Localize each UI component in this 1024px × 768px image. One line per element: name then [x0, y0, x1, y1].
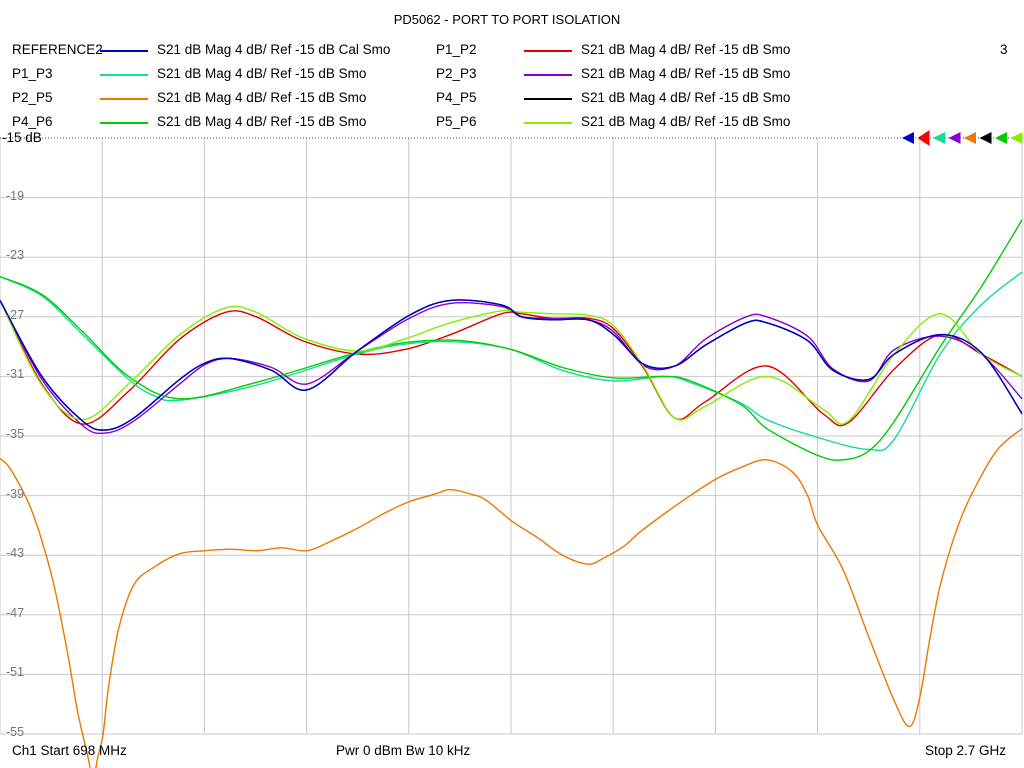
trace-reference2	[0, 299, 1023, 431]
y-tick-label: -35	[6, 427, 25, 441]
y-tick-label: -43	[6, 546, 25, 561]
legend-trace-format: S21 dB Mag 4 dB/ Ref -15 dB Smo	[157, 66, 367, 81]
reference-marker-icon	[917, 130, 930, 146]
legend-trace-format: S21 dB Mag 4 dB/ Ref -15 dB Cal Smo	[157, 42, 391, 57]
legend-entry: REFERENCE2 S21 dB Mag 4 dB/ Ref -15 dB Ca…	[12, 42, 412, 60]
y-tick-label: -39	[6, 486, 25, 501]
legend-trace-name: P1_P2	[436, 42, 477, 57]
ref-markers	[902, 130, 1023, 146]
trace-p5_p6	[0, 300, 1023, 425]
legend-entry: P1_P2 S21 dB Mag 4 dB/ Ref -15 dB Smo	[436, 42, 836, 60]
legend-trace-name: P2_P3	[436, 66, 477, 81]
legend-trace-format: S21 dB Mag 4 dB/ Ref -15 dB Smo	[581, 114, 791, 129]
legend-entry: P4_P6 S21 dB Mag 4 dB/ Ref -15 dB Smo	[12, 114, 412, 132]
legend-entry: P2_P5 S21 dB Mag 4 dB/ Ref -15 dB Smo	[12, 90, 412, 108]
legend-trace-name: REFERENCE2	[12, 42, 103, 57]
trace-p4_p6	[0, 219, 1023, 461]
y-tick-label: -47	[6, 605, 25, 620]
trace-p1_p3	[0, 271, 1023, 452]
y-tick-label: -31	[6, 367, 25, 382]
trace-p2_p5	[0, 428, 1023, 768]
legend-entry: P2_P3 S21 dB Mag 4 dB/ Ref -15 dB Smo	[436, 66, 836, 84]
grid	[0, 137, 1023, 735]
reference-marker-icon	[902, 132, 914, 144]
traces	[0, 219, 1023, 768]
legend-line-swatch	[100, 50, 148, 52]
reference-marker-icon	[1010, 132, 1023, 144]
reference-marker-icon	[933, 132, 945, 144]
legend-trace-name: P4_P6	[12, 114, 53, 129]
legend-trace-name: P4_P5	[436, 90, 477, 105]
legend-line-swatch	[524, 98, 572, 100]
legend-line-swatch	[524, 74, 572, 76]
trace-p1_p2	[0, 300, 1023, 427]
legend-trace-format: S21 dB Mag 4 dB/ Ref -15 dB Smo	[581, 66, 791, 81]
legend-trace-format: S21 dB Mag 4 dB/ Ref -15 dB Smo	[157, 114, 367, 129]
y-tick-label: -19	[6, 188, 25, 203]
footer-power-bandwidth: Pwr 0 dBm Bw 10 kHz	[336, 743, 471, 758]
legend-trace-name: P5_P6	[436, 114, 477, 129]
y-tick-label: -51	[6, 665, 25, 680]
footer-stop: Stop 2.7 GHz	[925, 743, 1007, 758]
legend-line-swatch	[524, 50, 572, 52]
reference-marker-icon	[979, 132, 992, 144]
legend-entry: P4_P5 S21 dB Mag 4 dB/ Ref -15 dB Smo	[436, 90, 836, 108]
legend-trace-name: P2_P5	[12, 90, 53, 105]
chart-title: PD5062 - PORT TO PORT ISOLATION	[393, 12, 621, 27]
legend-line-swatch	[100, 74, 148, 76]
footer-start: Ch1 Start 698 MHz	[12, 743, 127, 758]
legend-entry: P1_P3 S21 dB Mag 4 dB/ Ref -15 dB Smo	[12, 66, 412, 84]
legend-trace-format: S21 dB Mag 4 dB/ Ref -15 dB Smo	[157, 90, 367, 105]
legend-line-swatch	[100, 98, 148, 100]
y-tick-label: -55	[6, 725, 25, 739]
y-tick-label: -27	[6, 307, 25, 322]
legend-trace-format: S21 dB Mag 4 dB/ Ref -15 dB Smo	[581, 42, 791, 57]
legend-entry: P5_P6 S21 dB Mag 4 dB/ Ref -15 dB Smo	[436, 114, 836, 132]
legend-trace-name: P1_P3	[12, 66, 53, 81]
legend-line-swatch	[100, 122, 148, 124]
y-tick-label: -23	[6, 248, 25, 263]
reference-marker-icon	[995, 132, 1007, 144]
legend-trace-format: S21 dB Mag 4 dB/ Ref -15 dB Smo	[581, 90, 791, 105]
reference-marker-icon	[964, 132, 976, 144]
reference-marker-icon	[948, 132, 961, 144]
reference-level-label: -15 dB	[2, 130, 42, 145]
legend-line-swatch	[524, 122, 572, 124]
channel-number: 3	[1000, 42, 1008, 57]
